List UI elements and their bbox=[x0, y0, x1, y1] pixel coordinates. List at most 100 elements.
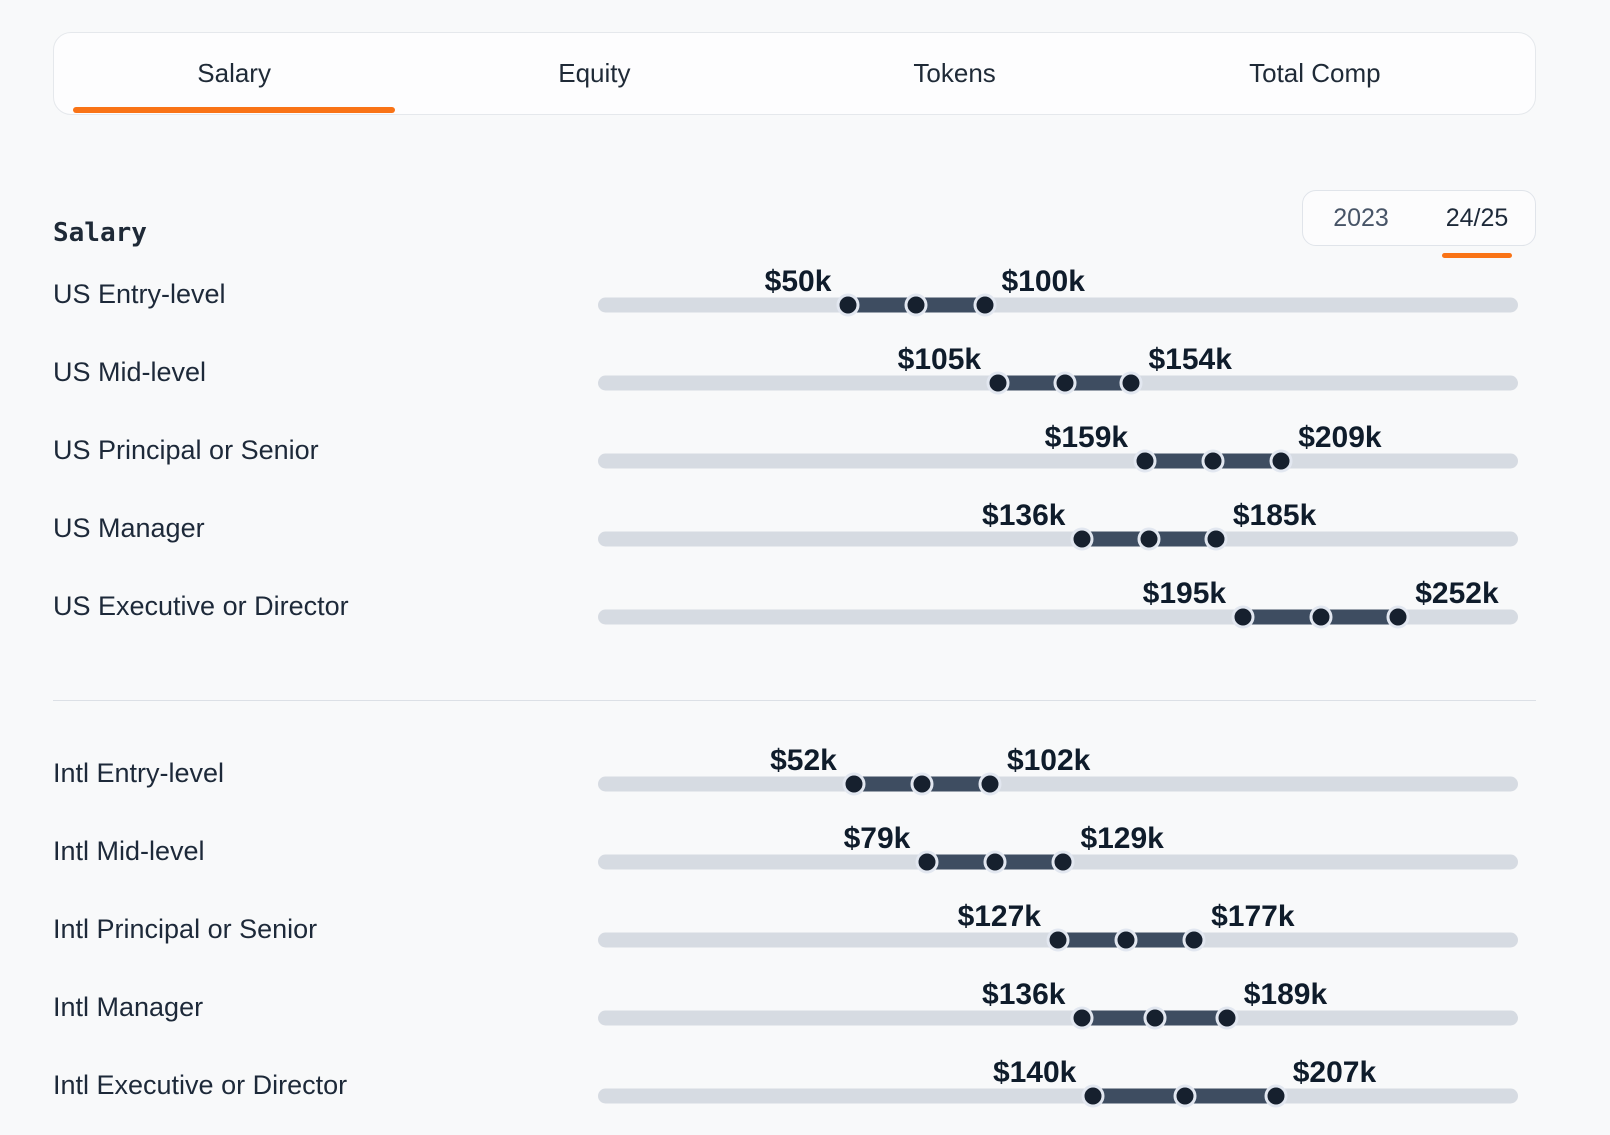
active-tab-underline bbox=[73, 107, 396, 113]
salary-row: Intl Entry-level $52k $102k bbox=[53, 744, 1536, 823]
salary-range-slider: $195k $252k bbox=[598, 577, 1536, 656]
year-option-24-25[interactable]: 24/25 bbox=[1419, 191, 1535, 258]
row-label: Intl Manager bbox=[53, 991, 204, 1022]
slider-handle-low[interactable] bbox=[1133, 449, 1157, 473]
slider-handle-mid[interactable] bbox=[1137, 527, 1161, 551]
slider-track-area: $195k $252k bbox=[598, 577, 1518, 656]
slider-handle-high[interactable] bbox=[1386, 605, 1410, 629]
salary-range-slider: $105k $154k bbox=[598, 343, 1536, 422]
slider-handle-high[interactable] bbox=[1264, 1084, 1288, 1108]
salary-row: US Principal or Senior $159k $209k bbox=[53, 421, 1536, 500]
slider-handle-low[interactable] bbox=[1081, 1084, 1105, 1108]
slider-value-low: $140k bbox=[992, 1056, 1077, 1089]
slider-handle-high[interactable] bbox=[1269, 449, 1293, 473]
salary-range-slider: $52k $102k bbox=[598, 744, 1536, 823]
section-divider bbox=[53, 700, 1536, 701]
slider-value-low: $127k bbox=[957, 900, 1041, 933]
row-label: US Mid-level bbox=[53, 356, 207, 387]
row-label: US Executive or Director bbox=[53, 590, 349, 621]
slider-track-area: $105k $154k bbox=[598, 343, 1518, 422]
slider-track[interactable] bbox=[598, 531, 1518, 547]
slider-handle-low[interactable] bbox=[836, 293, 860, 317]
slider-track[interactable] bbox=[598, 453, 1518, 469]
salary-range-slider: $50k $100k bbox=[598, 265, 1536, 344]
salary-range-slider: $140k $207k bbox=[598, 1056, 1536, 1135]
year-option-label: 2023 bbox=[1333, 203, 1389, 232]
slider-handle-high[interactable] bbox=[978, 772, 1002, 796]
slider-value-low: $52k bbox=[770, 744, 837, 777]
slider-handle-mid[interactable] bbox=[1173, 1084, 1197, 1108]
salary-row: Intl Executive or Director $140k $207k bbox=[53, 1056, 1536, 1135]
salary-row: Intl Mid-level $79k $129k bbox=[53, 822, 1536, 901]
slider-track[interactable] bbox=[598, 297, 1518, 313]
salary-row: Intl Principal or Senior $127k $177k bbox=[53, 900, 1536, 979]
slider-handle-mid[interactable] bbox=[983, 850, 1007, 874]
slider-handle-mid[interactable] bbox=[1143, 1006, 1167, 1030]
slider-handle-mid[interactable] bbox=[1201, 449, 1225, 473]
slider-track-area: $127k $177k bbox=[598, 900, 1518, 979]
salary-row: US Manager $136k $185k bbox=[53, 499, 1536, 578]
slider-value-low: $105k bbox=[897, 343, 982, 376]
slider-handle-low[interactable] bbox=[1231, 605, 1255, 629]
tab-label: Salary bbox=[197, 58, 271, 88]
row-label: US Manager bbox=[53, 512, 205, 543]
slider-handle-low[interactable] bbox=[1070, 527, 1094, 551]
row-label: Intl Entry-level bbox=[53, 757, 225, 788]
slider-handle-low[interactable] bbox=[1070, 1006, 1094, 1030]
salary-range-slider: $136k $185k bbox=[598, 499, 1536, 578]
tab-equity[interactable]: Equity bbox=[414, 33, 774, 114]
slider-value-high: $177k bbox=[1211, 900, 1295, 933]
slider-value-low: $159k bbox=[1044, 421, 1129, 454]
slider-track-area: $159k $209k bbox=[598, 421, 1518, 500]
slider-handle-low[interactable] bbox=[986, 371, 1010, 395]
slider-handle-high[interactable] bbox=[1051, 850, 1075, 874]
slider-handle-mid[interactable] bbox=[1114, 928, 1138, 952]
intl-salary-rows: Intl Entry-level $52k $102k Intl Mid-lev… bbox=[53, 744, 1536, 1135]
tab-salary[interactable]: Salary bbox=[54, 33, 414, 114]
slider-handle-mid[interactable] bbox=[904, 293, 928, 317]
slider-value-high: $102k bbox=[1006, 744, 1091, 777]
slider-handle-low[interactable] bbox=[1046, 928, 1070, 952]
slider-value-high: $189k bbox=[1243, 978, 1328, 1011]
slider-handle-mid[interactable] bbox=[1053, 371, 1077, 395]
row-label: Intl Executive or Director bbox=[53, 1069, 348, 1100]
row-label-cell: US Principal or Senior bbox=[53, 422, 598, 500]
slider-value-low: $136k bbox=[982, 978, 1066, 1011]
slider-value-low: $136k bbox=[982, 499, 1066, 532]
row-label: US Entry-level bbox=[53, 278, 226, 309]
slider-handle-high[interactable] bbox=[1182, 928, 1206, 952]
row-label-cell: US Manager bbox=[53, 500, 598, 578]
salary-row: US Entry-level $50k $100k bbox=[53, 265, 1536, 344]
row-label: US Principal or Senior bbox=[53, 434, 319, 465]
slider-value-high: $185k bbox=[1232, 499, 1317, 532]
slider-handle-high[interactable] bbox=[1215, 1006, 1239, 1030]
slider-value-high: $154k bbox=[1148, 343, 1232, 376]
slider-handle-high[interactable] bbox=[1119, 371, 1143, 395]
slider-handle-high[interactable] bbox=[1204, 527, 1228, 551]
slider-handle-mid[interactable] bbox=[1309, 605, 1333, 629]
row-label: Intl Mid-level bbox=[53, 835, 205, 866]
year-option-label: 24/25 bbox=[1445, 203, 1509, 232]
tab-total-comp[interactable]: Total Comp bbox=[1135, 33, 1495, 114]
slider-track[interactable] bbox=[598, 776, 1518, 792]
slider-value-high: $129k bbox=[1080, 822, 1164, 855]
slider-handle-low[interactable] bbox=[915, 850, 939, 874]
year-option-2023[interactable]: 2023 bbox=[1303, 191, 1419, 245]
slider-track-area: $50k $100k bbox=[598, 265, 1518, 344]
slider-track[interactable] bbox=[598, 1010, 1518, 1026]
row-label: Intl Principal or Senior bbox=[53, 913, 318, 944]
slider-handle-low[interactable] bbox=[842, 772, 866, 796]
salary-row: US Executive or Director $195k $252k bbox=[53, 577, 1536, 656]
row-label-cell: Intl Entry-level bbox=[53, 745, 598, 823]
slider-track-area: $140k $207k bbox=[598, 1056, 1518, 1135]
section-header: Salary 2023 24/25 bbox=[53, 185, 1536, 258]
slider-value-high: $209k bbox=[1298, 421, 1382, 454]
selected-year-underline bbox=[1442, 253, 1512, 258]
tab-tokens[interactable]: Tokens bbox=[775, 33, 1135, 114]
slider-handle-high[interactable] bbox=[973, 293, 996, 317]
slider-track[interactable] bbox=[598, 1088, 1518, 1104]
slider-track-area: $136k $185k bbox=[598, 499, 1518, 578]
tab-label: Equity bbox=[558, 58, 631, 88]
row-label-cell: Intl Principal or Senior bbox=[53, 901, 598, 979]
slider-handle-mid[interactable] bbox=[910, 772, 934, 796]
